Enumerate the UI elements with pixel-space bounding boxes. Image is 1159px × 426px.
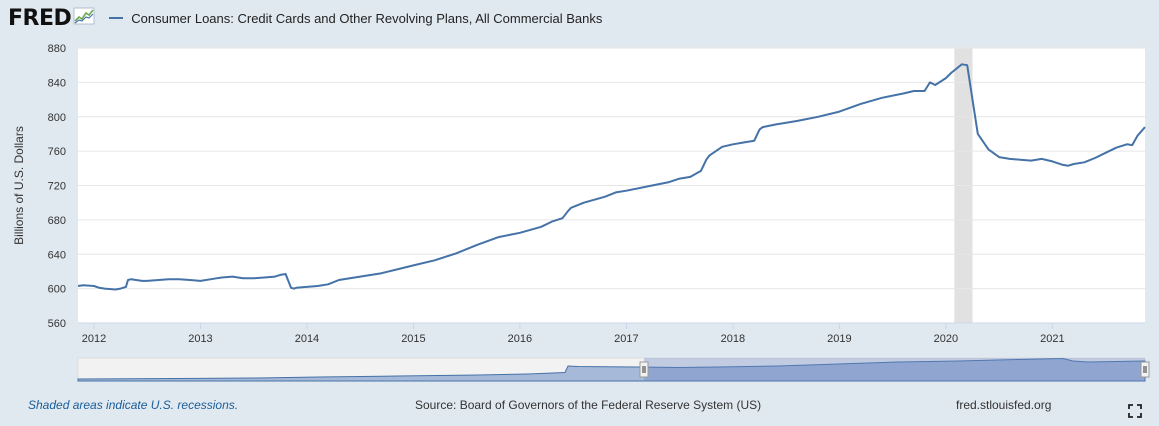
handle-body — [639, 361, 649, 378]
y-tick-label: 720 — [48, 181, 66, 193]
legend-label: Consumer Loans: Credit Cards and Other R… — [131, 10, 603, 26]
y-axis-title: Billions of U.S. Dollars — [12, 126, 26, 245]
x-tick-label: 2018 — [721, 333, 745, 345]
y-tick-label: 600 — [48, 284, 66, 296]
legend-swatch — [109, 17, 124, 19]
x-tick-label: 2015 — [401, 333, 425, 345]
handle-body — [1140, 361, 1150, 378]
chart-header: FRED Consumer Loans: Credit Cards and Ot… — [8, 4, 602, 32]
x-tick-label: 2020 — [934, 333, 958, 345]
navigator-handle[interactable] — [1140, 361, 1150, 378]
navigator-series — [77, 357, 1146, 382]
site-link[interactable]: fred.stlouisfed.org — [956, 398, 1052, 412]
x-tick-label: 2014 — [295, 333, 319, 345]
x-tick-label: 2013 — [188, 333, 212, 345]
y-tick-label: 680 — [48, 215, 66, 227]
navigator-selection — [644, 358, 1145, 381]
sparkline-logo-icon — [73, 6, 95, 31]
series-line — [77, 63, 1146, 291]
x-tick-label: 2016 — [508, 333, 532, 345]
navigator-handle[interactable] — [639, 361, 649, 378]
y-tick-label: 840 — [48, 77, 66, 89]
y-tick-label: 560 — [48, 318, 66, 330]
chart-footer: Shaded areas indicate U.S. recessions. S… — [0, 398, 1159, 418]
line-chart: 560 600 640 680 720 760 800 840 880 2012 2013 2014 2… — [12, 43, 1150, 382]
x-tick-label: 2019 — [827, 333, 851, 345]
y-tick-label: 640 — [48, 249, 66, 261]
fullscreen-icon[interactable] — [1128, 404, 1142, 418]
x-tick-label: 2017 — [614, 333, 638, 345]
recession-note-link[interactable]: Shaded areas indicate U.S. recessions. — [28, 398, 239, 412]
source-text: Source: Board of Governors of the Federa… — [415, 398, 762, 412]
y-tick-label: 800 — [48, 112, 66, 124]
fred-logo[interactable]: FRED — [8, 5, 72, 31]
x-tick-label: 2021 — [1040, 333, 1064, 345]
x-tick-label: 2012 — [82, 333, 106, 345]
y-tick-label: 880 — [48, 43, 66, 55]
y-tick-label: 760 — [48, 146, 66, 158]
legend-item[interactable]: Consumer Loans: Credit Cards and Other R… — [109, 11, 602, 26]
